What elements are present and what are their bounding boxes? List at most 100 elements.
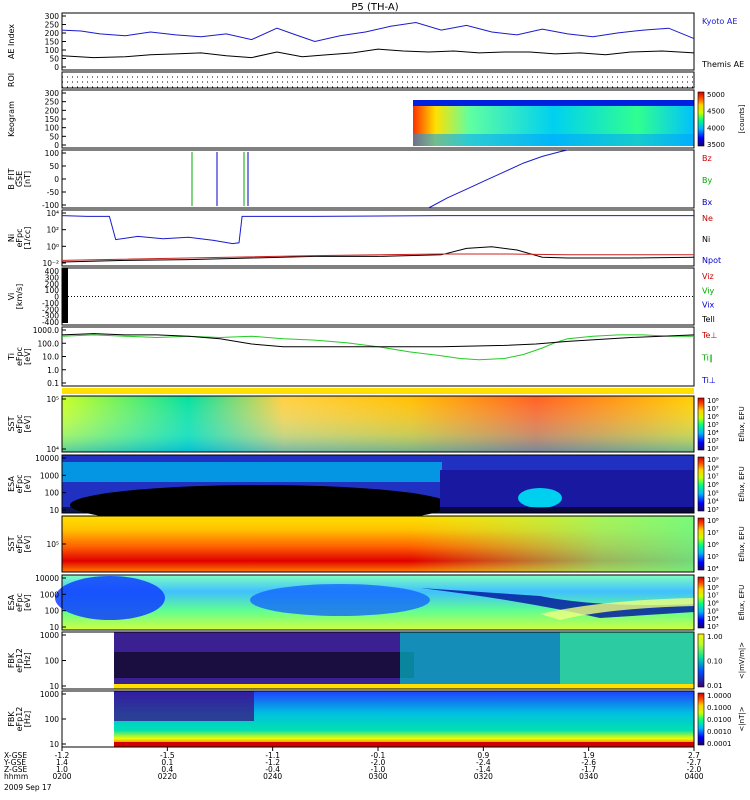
y-tick-label: 100 — [45, 286, 60, 295]
x-tick-label: -1.7 — [581, 765, 596, 774]
y-axis-label: B_FIT — [7, 168, 16, 189]
y-tick-label: 0 — [54, 175, 59, 184]
y-tick-label: 10⁰ — [46, 242, 59, 251]
y-tick-label: 10 — [49, 682, 59, 691]
y-tick-label: 100 — [45, 124, 60, 133]
y-tick-label: 0.1 — [47, 379, 59, 388]
colorbar-label: 5000 — [707, 91, 725, 99]
y-axis-label: Keogram — [7, 101, 16, 137]
y-tick-label: -100 — [42, 201, 59, 210]
y-tick-label: 10 — [49, 740, 59, 749]
y-tick-label: 0 — [54, 293, 59, 302]
y-axis-label: ESA — [7, 594, 16, 610]
colorbar-label: 10⁴ — [707, 498, 719, 506]
panel-frame — [61, 454, 695, 514]
sst-electron-image — [62, 396, 694, 452]
y-tick-label: 300 — [45, 273, 60, 282]
panel-bfit: 100 50 0 -50 -100 B_FIT GSE [nT] Bz By Bx — [7, 149, 712, 210]
y-tick-label: 50 — [49, 132, 59, 141]
legend-entry: Themis AE — [701, 60, 744, 69]
series-line — [61, 246, 695, 263]
y-tick-label: 1000 — [40, 690, 59, 699]
colorbar-label: 10³ — [707, 437, 719, 445]
y-axis-label: eFpc — [15, 347, 24, 366]
y-tick-label: 10.0 — [42, 353, 59, 362]
y-axis-label: eFpc — [15, 535, 24, 554]
y-tick-label: 1000 — [40, 471, 59, 480]
colorbar-label: 10³ — [707, 506, 719, 514]
colorbar — [697, 397, 705, 451]
x-tick-label: 0320 — [474, 772, 493, 781]
x-tick-label: 0400 — [684, 772, 703, 781]
panel-esa_i: 10000 1000 100 10 ESA eFpc [eV] 10⁹10⁸10⁷10⁶10⁵… — [7, 574, 746, 632]
roi-pattern — [62, 76, 694, 88]
y-axis-label: eFpc — [15, 593, 24, 612]
x-tick-label: -2.0 — [371, 758, 386, 767]
y-tick-label: 300 — [45, 89, 60, 98]
y-tick-label: 10⁴ — [46, 209, 59, 218]
y-tick-label: 100 — [45, 46, 60, 55]
colorbar-label: 0.0100 — [707, 716, 732, 724]
fbk-b-image — [62, 632, 694, 689]
y-tick-label: 150 — [45, 38, 60, 47]
colorbar-title: <|mV/m|> — [738, 642, 746, 679]
x-tick-label: 0340 — [579, 772, 598, 781]
y-tick-label: 400 — [45, 267, 60, 276]
colorbar-label: 0.0001 — [707, 740, 732, 748]
y-tick-label: 100 — [45, 489, 60, 498]
colorbar-label: 0.01 — [707, 682, 723, 690]
y-axis-label: [Hz] — [23, 652, 32, 668]
colorbar-label: 10³ — [707, 623, 719, 631]
legend-entry: Ti∥ — [701, 354, 713, 363]
colorbar-label: 10⁷ — [707, 405, 719, 413]
panel-frame — [61, 149, 695, 209]
colorbar-label: 10⁷ — [707, 473, 719, 481]
y-tick-label: 10 — [49, 506, 59, 515]
colorbar-title: Eflux, EFU — [738, 406, 746, 441]
colorbar-label: 10⁵ — [707, 553, 719, 561]
colorbar-label: 10⁸ — [707, 584, 719, 592]
y-tick-label: 1000 — [40, 590, 59, 599]
series-line — [61, 334, 694, 361]
y-tick-label: 10⁴ — [46, 445, 59, 454]
x-tick-label: 1.9 — [583, 751, 595, 760]
y-axis-label: [1/cc] — [23, 227, 32, 250]
y-axis-label: GSE — [15, 171, 24, 187]
y-axis-label: eFpc — [15, 415, 24, 434]
y-tick-label: 100 — [45, 607, 60, 616]
colorbar-label: 10⁸ — [707, 464, 719, 472]
y-tick-label: -50 — [47, 188, 59, 197]
y-tick-label: 300 — [45, 12, 60, 21]
y-axis-label: eFp12 — [15, 707, 24, 732]
y-tick-label: 10000 — [35, 454, 59, 463]
colorbar — [697, 633, 705, 688]
series-line — [428, 149, 568, 209]
y-axis-label: FBK — [7, 652, 16, 668]
colorbar-label: 10⁴ — [707, 565, 719, 573]
x-row-label: hhmm — [4, 772, 28, 781]
legend-entry: Ti⊥ — [701, 376, 716, 385]
esa-ion-image — [55, 575, 694, 630]
y-tick-label: 150 — [45, 115, 60, 124]
x-tick-label: 1.4 — [56, 758, 68, 767]
x-tick-label: 0.4 — [161, 765, 173, 774]
date-label: 2009 Sep 17 — [4, 783, 52, 792]
y-tick-label: -400 — [42, 318, 59, 327]
x-tick-label: -2.0 — [687, 765, 702, 774]
y-axis-label: Ti — [7, 353, 16, 361]
x-tick-label: 0220 — [158, 772, 177, 781]
x-tick-label: 0200 — [52, 772, 71, 781]
colorbar-label: 10⁵ — [707, 489, 719, 497]
x-tick-label: -1.5 — [160, 751, 175, 760]
y-axis-label: [eV] — [23, 536, 32, 553]
colorbar-label: 4500 — [707, 108, 725, 116]
x-tick-label: -1.2 — [55, 751, 70, 760]
panel-fbk_b: 1000 100 10 FBK eFp12 [Hz] 1.00 0.10 0.01 <|mV/m|… — [7, 631, 746, 691]
colorbar — [697, 517, 705, 571]
y-axis-label: Vi — [7, 293, 16, 301]
y-tick-label: 10² — [46, 226, 59, 235]
